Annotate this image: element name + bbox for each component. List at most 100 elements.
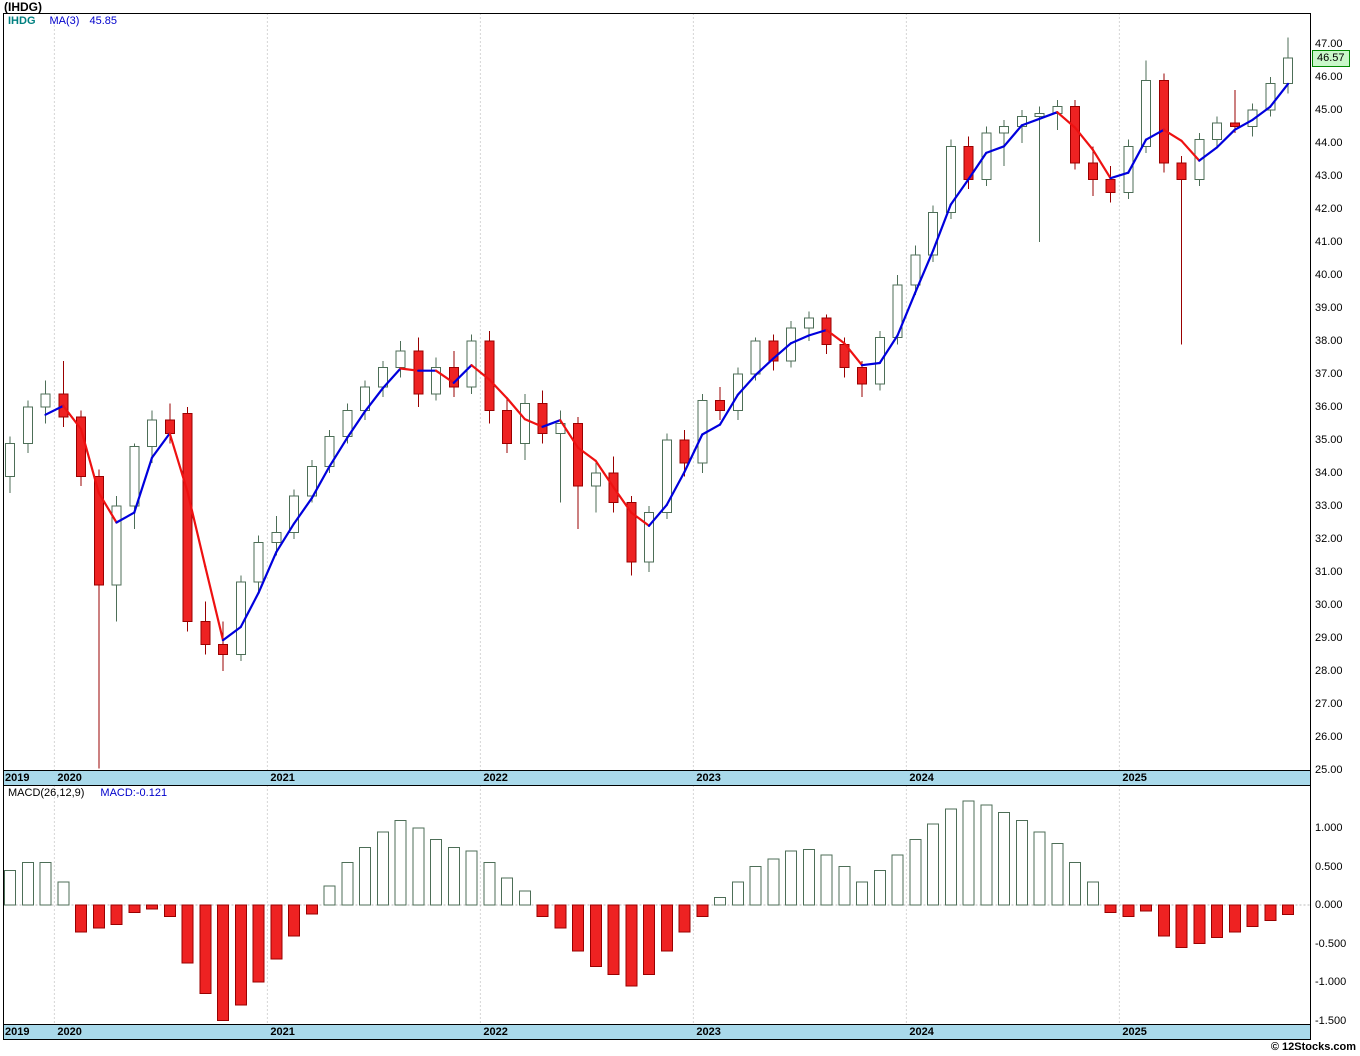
macd-bar-positive — [785, 850, 797, 906]
ma-segment — [701, 423, 722, 436]
price-axis-label: 46.00 — [1315, 71, 1343, 83]
macd-bar-positive — [341, 862, 354, 906]
year-label-top: 2025 — [1122, 772, 1147, 784]
price-axis-label: 45.00 — [1315, 104, 1343, 116]
symbol-label: IHDG — [8, 15, 36, 27]
candle-up — [1141, 79, 1151, 147]
macd-bar-negative — [696, 904, 709, 918]
ma-segment — [594, 459, 615, 489]
candle-up — [147, 419, 157, 448]
ma-segment — [559, 419, 580, 449]
candle-down — [1105, 178, 1116, 194]
last-price-badge: 46.57 — [1312, 50, 1350, 68]
ma-segment — [1020, 117, 1041, 127]
macd-bar-positive — [394, 819, 407, 906]
price-axis-label: 39.00 — [1315, 302, 1343, 314]
price-axis-label: 37.00 — [1315, 368, 1343, 380]
year-label-bottom: 2024 — [909, 1026, 934, 1038]
candle-up — [519, 403, 530, 444]
candle-up — [1123, 145, 1134, 194]
candle-up — [874, 337, 885, 385]
macd-bar-positive — [714, 896, 726, 906]
macd-bar-positive — [731, 881, 744, 906]
ma-segment — [914, 249, 935, 294]
candle-up — [395, 350, 406, 368]
price-axis-label: 28.00 — [1315, 665, 1343, 677]
ma-segment — [505, 397, 526, 421]
price-axis-label: 26.00 — [1315, 731, 1343, 743]
ma-segment — [825, 328, 846, 345]
macd-bar-negative — [128, 904, 141, 914]
price-axis-label: 43.00 — [1315, 170, 1343, 182]
macd-bar-negative — [678, 904, 691, 933]
ma-segment — [133, 456, 154, 514]
macd-bar-positive — [873, 869, 886, 906]
candle-up — [945, 145, 956, 213]
macd-bar-positive — [1033, 831, 1046, 906]
ma-segment — [1127, 138, 1148, 174]
ma-segment — [1056, 111, 1077, 129]
macd-axis-label: 0.000 — [1315, 899, 1343, 911]
macd-value-label: MACD:-0.121 — [100, 787, 168, 799]
year-label-top: 2020 — [57, 772, 82, 784]
candle-down — [537, 403, 548, 434]
macd-bar-positive — [323, 885, 336, 906]
macd-bar-negative — [589, 904, 602, 968]
macd-bar-positive — [1086, 881, 1099, 906]
candle-up — [1283, 57, 1293, 85]
macd-bar-negative — [1264, 904, 1277, 921]
ma-segment — [79, 427, 100, 494]
ma-segment — [1002, 124, 1023, 148]
year-label-bottom: 2019 — [5, 1026, 30, 1038]
price-legend: IHDG MA(3) 45.85 — [8, 15, 117, 27]
candle-up — [892, 284, 903, 339]
ma-segment — [470, 364, 491, 381]
macd-bar-negative — [234, 904, 247, 1006]
candle-down — [502, 409, 512, 444]
candle-up — [289, 495, 299, 533]
ma-segment — [204, 565, 225, 642]
macd-params-label: MACD(26,12,9) — [8, 787, 85, 799]
macd-bar-positive — [447, 846, 460, 906]
macd-bar-positive — [1015, 819, 1028, 906]
candle-up — [999, 126, 1009, 134]
ma-segment — [275, 522, 296, 554]
macd-bar-positive — [980, 804, 993, 906]
year-gridlines — [53, 13, 1120, 1025]
macd-axis-label: 1.000 — [1315, 822, 1343, 834]
ma-segment — [576, 446, 597, 462]
price-axis-label: 35.00 — [1315, 434, 1343, 446]
price-axis-label: 40.00 — [1315, 269, 1343, 281]
price-panel-border — [3, 13, 1311, 771]
ma-segment — [985, 145, 1006, 154]
ma-segment — [1109, 171, 1130, 180]
macd-bar-negative — [75, 904, 87, 933]
ma-label: MA(3) — [49, 15, 80, 27]
ma-segment — [221, 625, 242, 642]
year-label-top: 2021 — [270, 772, 295, 784]
macd-bar-negative — [625, 904, 638, 987]
price-axis-label: 36.00 — [1315, 401, 1343, 413]
candle-up — [1034, 112, 1045, 118]
candle-down — [1070, 106, 1080, 164]
ma-segment — [754, 357, 775, 377]
macd-bar-negative — [572, 904, 584, 952]
macd-bar-positive — [412, 827, 425, 906]
macd-bar-positive — [891, 854, 904, 906]
year-label-bottom: 2025 — [1122, 1026, 1147, 1038]
macd-axis-label: 0.500 — [1315, 860, 1343, 873]
ma-segment — [541, 419, 562, 428]
ma-segment — [239, 591, 260, 629]
macd-bar-positive — [501, 877, 513, 906]
ma-segment — [896, 291, 917, 337]
macd-bar-positive — [909, 839, 922, 906]
price-axis-label: 41.00 — [1315, 236, 1343, 248]
macd-bar-positive — [57, 881, 70, 906]
ma-segment — [718, 393, 739, 426]
ma-segment — [1073, 126, 1094, 151]
macd-bar-negative — [1211, 904, 1223, 938]
year-label-bottom: 2022 — [483, 1026, 508, 1038]
macd-bar-negative — [643, 904, 655, 975]
macd-bar-positive — [1069, 862, 1081, 906]
candle-down — [1087, 162, 1098, 180]
